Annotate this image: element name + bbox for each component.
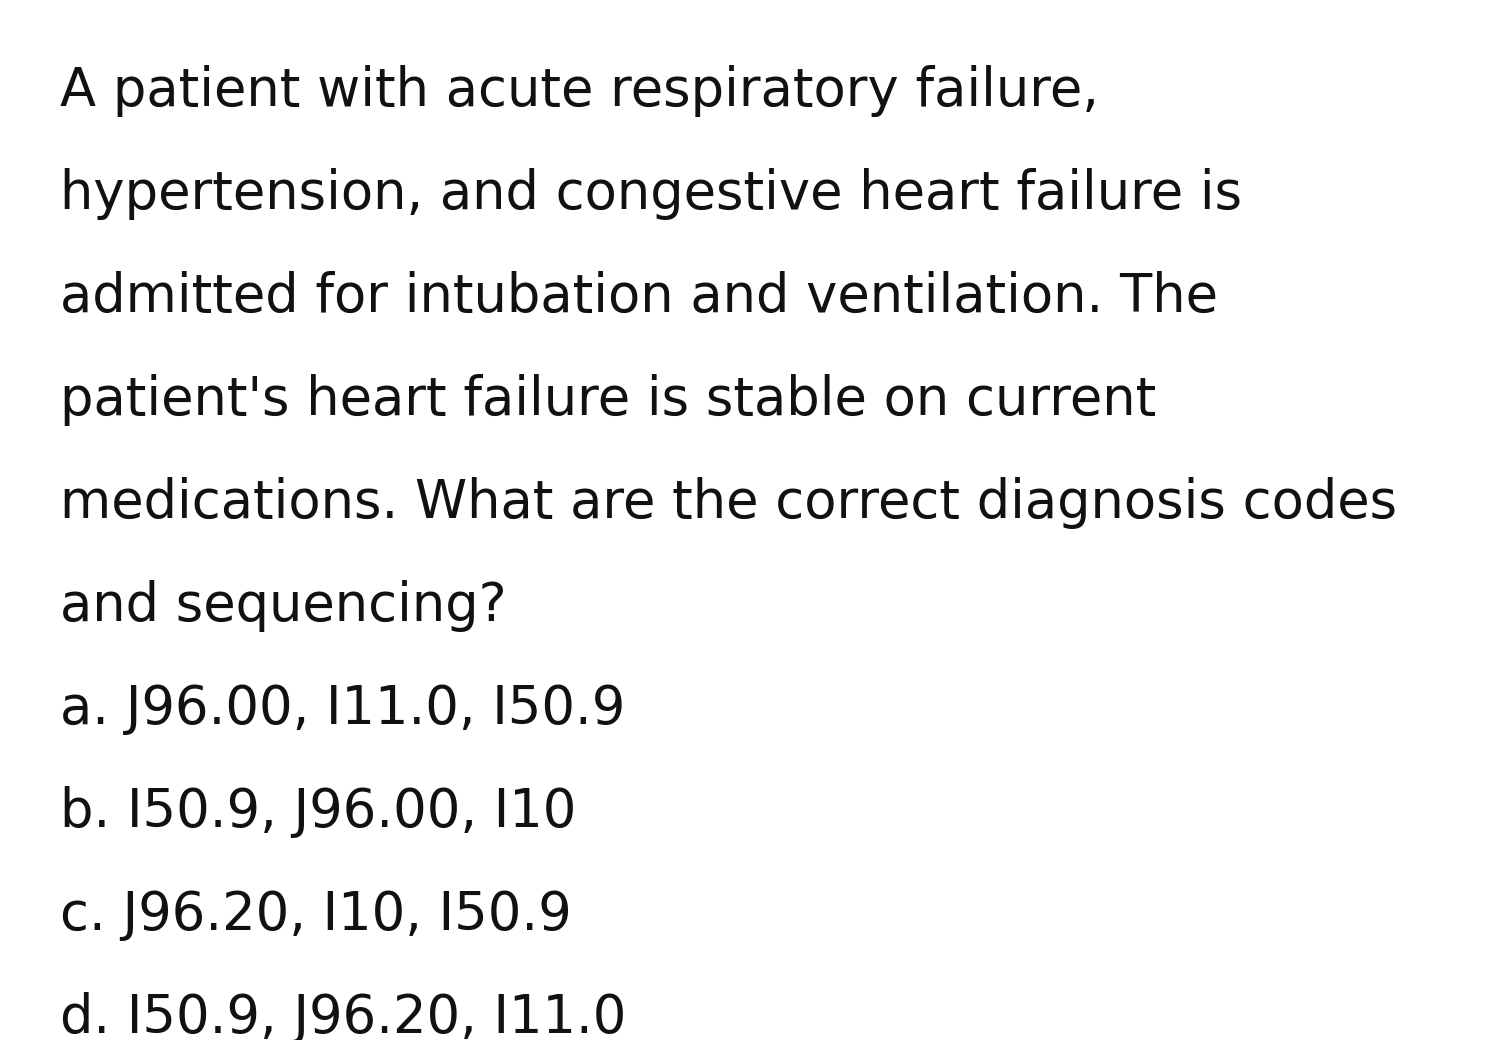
Text: b. I50.9, J96.00, I10: b. I50.9, J96.00, I10 (60, 786, 576, 838)
Text: and sequencing?: and sequencing? (60, 580, 507, 632)
Text: c. J96.20, I10, I50.9: c. J96.20, I10, I50.9 (60, 889, 572, 941)
Text: a. J96.00, I11.0, I50.9: a. J96.00, I11.0, I50.9 (60, 683, 626, 735)
Text: admitted for intubation and ventilation. The: admitted for intubation and ventilation.… (60, 271, 1218, 323)
Text: patient's heart failure is stable on current: patient's heart failure is stable on cur… (60, 374, 1156, 426)
Text: hypertension, and congestive heart failure is: hypertension, and congestive heart failu… (60, 168, 1242, 220)
Text: A patient with acute respiratory failure,: A patient with acute respiratory failure… (60, 64, 1100, 116)
Text: d. I50.9, J96.20, I11.0: d. I50.9, J96.20, I11.0 (60, 992, 627, 1040)
Text: medications. What are the correct diagnosis codes: medications. What are the correct diagno… (60, 477, 1396, 529)
